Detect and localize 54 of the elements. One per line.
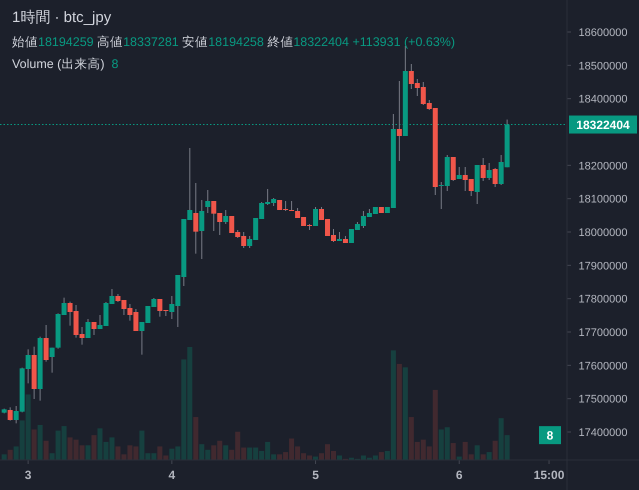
- y-tick-label: 17800000: [578, 294, 628, 306]
- bar: [38, 424, 43, 460]
- bar: [86, 445, 91, 460]
- x-tick-label: 6: [456, 468, 463, 482]
- annotation: 8: [546, 428, 554, 443]
- y-tick-label: 18500000: [578, 60, 628, 72]
- bar: [492, 440, 498, 460]
- candlestick: [50, 347, 55, 374]
- bar: [450, 443, 456, 460]
- candlestick: [44, 324, 49, 362]
- candlestick: [492, 168, 498, 188]
- text: 1時間 · btc_jpy: [12, 9, 112, 26]
- y-tick-label: 17900000: [578, 260, 628, 272]
- x-tick-label: 4: [168, 468, 176, 482]
- chart-title: Volume (出来高): [12, 56, 104, 71]
- candlestick: [313, 206, 318, 226]
- y-tick-label: 17600000: [578, 360, 628, 372]
- y-tick-label: 18000000: [578, 227, 628, 239]
- candlestick: [193, 182, 198, 254]
- x-tick-label: 5: [312, 468, 320, 482]
- text: 始値18194259 高値18337281 安値18194258 終値18322404 +113931 (+0.63%): [12, 35, 456, 49]
- bar: [396, 364, 402, 460]
- y-tick-label: 18400000: [578, 94, 628, 106]
- candlestick: [199, 200, 204, 260]
- bar: [92, 435, 96, 460]
- annotation: 8: [112, 57, 118, 71]
- x-tick-label: 3: [24, 468, 32, 482]
- bar: [402, 367, 408, 460]
- candlestick: [205, 190, 210, 214]
- candlestick: [92, 322, 96, 336]
- bar: [378, 452, 384, 460]
- y-tick-label: 17500000: [578, 394, 628, 406]
- candlestick: [480, 158, 486, 182]
- bar: [474, 445, 480, 460]
- candlestick: [8, 406, 13, 422]
- candlestick: [86, 318, 91, 338]
- candlestick: [223, 210, 228, 224]
- y-tick-label: 18100000: [578, 194, 628, 206]
- y-tick-label: 18200000: [578, 160, 628, 172]
- bar: [32, 429, 37, 460]
- candlestick: [396, 80, 402, 162]
- bar: [8, 450, 13, 460]
- bar: [193, 417, 198, 460]
- ref-line-label: 18322404: [576, 118, 630, 132]
- y-tick-label: 18600000: [578, 27, 628, 39]
- candlestick: [289, 200, 294, 212]
- bar: [223, 445, 228, 460]
- y-tick-label: 17400000: [578, 427, 628, 439]
- y-tick-label: 17700000: [578, 327, 628, 339]
- x-tick-label: 15:00: [534, 468, 565, 482]
- candlestick: [486, 162, 492, 180]
- candlestick: [450, 156, 456, 182]
- bar: [44, 440, 49, 460]
- bar: [486, 452, 492, 460]
